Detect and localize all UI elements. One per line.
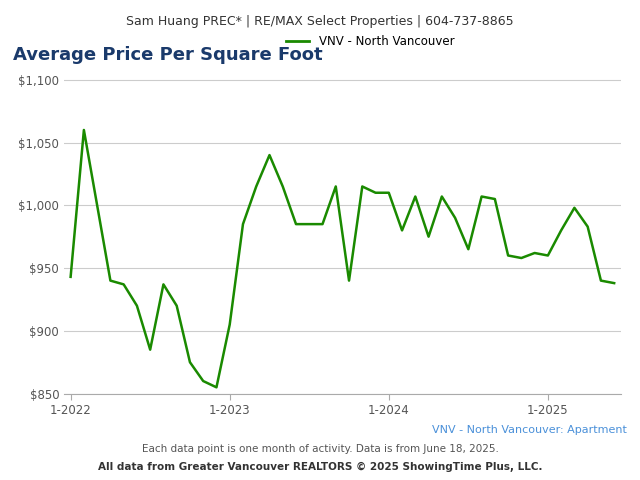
Text: All data from Greater Vancouver REALTORS © 2025 ShowingTime Plus, LLC.: All data from Greater Vancouver REALTORS… [98, 462, 542, 472]
Text: Each data point is one month of activity. Data is from June 18, 2025.: Each data point is one month of activity… [141, 444, 499, 454]
Text: Sam Huang PREC* | RE/MAX Select Properties | 604-737-8865: Sam Huang PREC* | RE/MAX Select Properti… [126, 15, 514, 28]
Text: VNV - North Vancouver: Apartment: VNV - North Vancouver: Apartment [433, 425, 627, 435]
Text: Average Price Per Square Foot: Average Price Per Square Foot [13, 46, 323, 63]
Legend: VNV - North Vancouver: VNV - North Vancouver [281, 31, 459, 53]
